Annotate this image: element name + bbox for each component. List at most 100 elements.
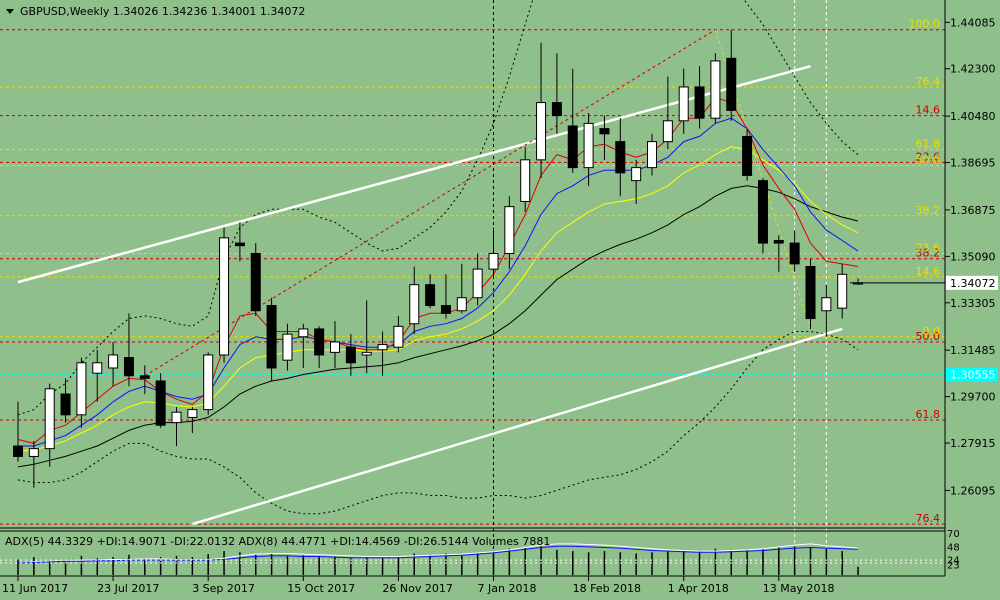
candle-body — [662, 120, 673, 143]
bollinger-upper-line — [17, 0, 859, 416]
candle — [615, 118, 626, 197]
candle — [345, 334, 356, 376]
chart-header: GBPUSD,Weekly 1.34026 1.34236 1.34001 1.… — [6, 5, 305, 18]
candle-body — [773, 239, 784, 244]
candle — [393, 315, 404, 353]
level-labels: 100.014.623.638.250.061.876.450.076.461.… — [909, 18, 941, 525]
candle-body — [472, 268, 483, 299]
candle — [678, 68, 689, 134]
candle — [139, 365, 150, 394]
candle-body — [805, 266, 816, 320]
candle-body — [536, 102, 547, 161]
chart-title: GBPUSD,Weekly 1.34026 1.34236 1.34001 1.… — [20, 5, 305, 18]
candle — [234, 222, 245, 262]
candle-body — [757, 180, 768, 244]
candle — [488, 227, 499, 277]
candle — [726, 29, 737, 121]
candle-body — [837, 273, 848, 309]
candle-body — [520, 159, 531, 202]
bollinger-bands — [17, 0, 859, 515]
dropdown-triangle-icon[interactable] — [6, 9, 14, 14]
candle-body — [250, 252, 261, 312]
candle — [440, 274, 451, 319]
fib-level-label: 38.2 — [916, 247, 941, 260]
candle — [599, 115, 610, 160]
candle — [155, 373, 166, 428]
candle — [742, 128, 753, 181]
time-tick-label: 1 Apr 2018 — [668, 582, 729, 595]
indicator-readout: ADX(5) 44.3329 +DI:14.9071 -DI:22.0132 A… — [5, 535, 550, 548]
time-tick-label: 7 Jan 2018 — [478, 582, 537, 595]
candle — [44, 383, 55, 467]
candle — [456, 263, 467, 314]
candle-body — [76, 362, 87, 416]
candle — [76, 357, 87, 428]
candle-body — [425, 284, 436, 307]
fib-level-label: 61.8 — [916, 408, 941, 421]
candle-body — [187, 409, 198, 418]
candle-body — [821, 297, 832, 312]
fib-level-label: 0.0 — [923, 325, 941, 338]
fib-level-label: 38.2 — [916, 204, 941, 217]
candle — [662, 76, 673, 150]
candle-body — [456, 297, 467, 312]
candle — [314, 326, 325, 368]
candle-body — [504, 206, 515, 254]
candle — [647, 133, 657, 176]
fib-level-label: 100.0 — [909, 18, 941, 31]
candle — [377, 331, 388, 376]
candle-body — [123, 357, 134, 377]
candle — [583, 112, 594, 186]
candle-body — [440, 305, 451, 314]
price-tick-label: 1.44085 — [950, 16, 996, 29]
candle-body — [631, 167, 642, 182]
price-tick-label: 1.33305 — [950, 297, 996, 310]
candle-body — [678, 86, 689, 122]
candle-body — [377, 344, 388, 351]
time-tick-label: 11 Jun 2017 — [2, 582, 68, 595]
candle — [805, 258, 816, 329]
candle-body — [44, 388, 55, 450]
candle — [773, 235, 784, 272]
candle — [472, 253, 483, 306]
candle — [171, 407, 182, 447]
price-tick-label: 1.40480 — [950, 110, 996, 123]
candle-body — [171, 411, 182, 424]
candle-body — [203, 354, 214, 411]
candle — [520, 146, 531, 212]
candle — [187, 407, 198, 434]
candle — [631, 159, 642, 205]
candle — [330, 321, 340, 368]
time-tick-label: 18 Feb 2018 — [573, 582, 641, 595]
fib-level-label: 14.6 — [916, 104, 941, 117]
candle — [92, 349, 103, 402]
candle-body — [345, 346, 356, 364]
fib-level-label: 23.6 — [916, 150, 941, 163]
price-tick-label: 1.27915 — [950, 437, 996, 450]
candle — [567, 68, 578, 173]
candle-body — [234, 242, 245, 247]
candle-body — [567, 125, 578, 169]
time-tick-label: 3 Sep 2017 — [192, 582, 255, 595]
price-tick-label: 1.42300 — [950, 63, 996, 76]
candle — [536, 42, 547, 179]
candle — [282, 323, 293, 371]
candle-body — [694, 86, 705, 119]
candle — [710, 53, 721, 124]
price-tick-label: 1.29700 — [950, 391, 996, 404]
candle — [266, 297, 277, 381]
time-tick-label: 23 Jul 2017 — [97, 582, 159, 595]
candle — [361, 300, 372, 374]
candle-body — [647, 141, 657, 169]
price-tick-label: 1.31485 — [950, 344, 996, 357]
candle-body — [266, 305, 277, 369]
candle — [551, 53, 562, 134]
candle-body — [488, 252, 499, 270]
candle — [60, 378, 71, 423]
candle-body — [282, 333, 293, 361]
fib-level-label: 50.0 — [916, 154, 941, 167]
fib-level-label: 14.6 — [916, 265, 941, 278]
current-price-label: 1.34072 — [950, 277, 996, 290]
